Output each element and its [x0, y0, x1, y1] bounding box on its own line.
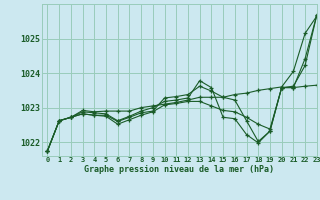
X-axis label: Graphe pression niveau de la mer (hPa): Graphe pression niveau de la mer (hPa)	[84, 165, 274, 174]
